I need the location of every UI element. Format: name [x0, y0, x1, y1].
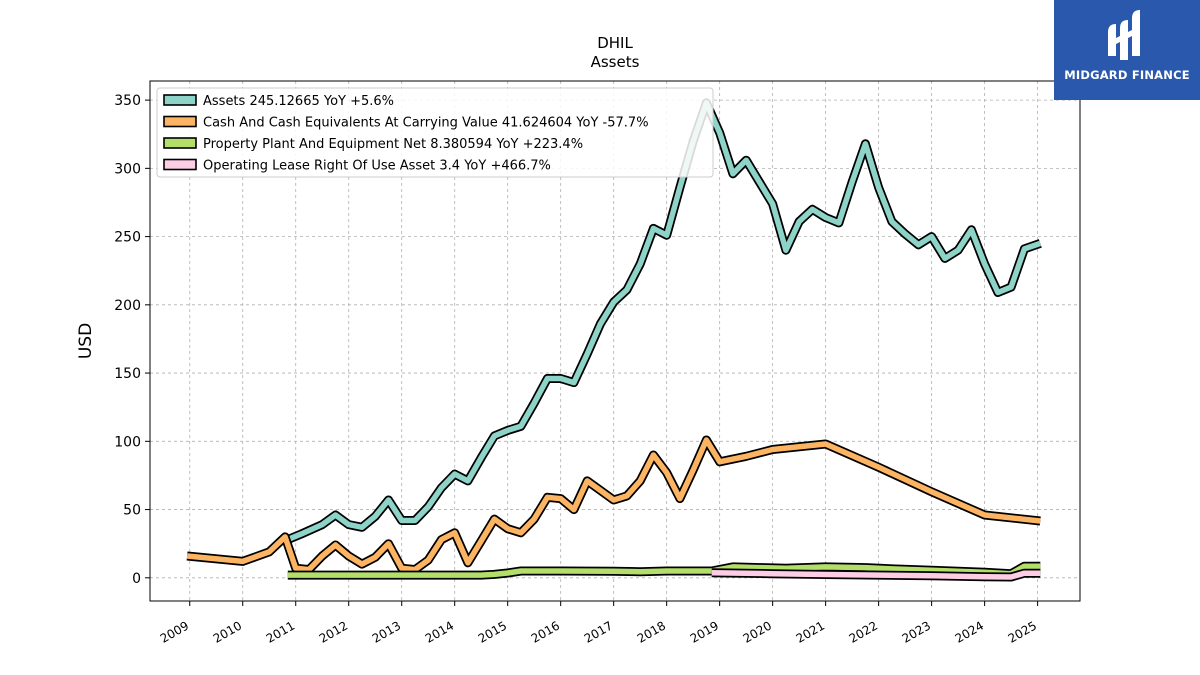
series-line [286, 100, 1042, 543]
brand-logo: MIDGARD FINANCE [1054, 0, 1200, 100]
series-2 [186, 435, 1041, 575]
series-line [287, 563, 1041, 578]
x-tick-label: 2023 [900, 618, 933, 645]
y-tick-label: 200 [114, 298, 141, 314]
y-tick-label: 300 [114, 161, 141, 177]
legend-swatch [163, 94, 197, 106]
legend: Assets 245.12665 YoY +5.6% Cash And Cash … [156, 87, 714, 178]
series-4 [711, 568, 1041, 582]
x-tick-label: 2010 [211, 618, 244, 645]
x-tick-label: 2014 [423, 618, 456, 645]
y-axis-label: USD [76, 323, 96, 359]
x-tick-label: 2024 [953, 618, 986, 645]
x-tick-label: 2019 [688, 618, 721, 645]
x-tick-label: 2015 [476, 618, 509, 645]
legend-entry-label: Operating Lease Right Of Use Asset 3.4 Y… [203, 159, 551, 174]
legend-swatch [163, 115, 197, 128]
series-3 [287, 561, 1041, 580]
y-tick-label: 50 [123, 503, 141, 519]
x-tick-label: 2012 [317, 618, 350, 645]
legend-swatch [163, 158, 197, 171]
x-tick-label: 2017 [582, 618, 615, 645]
legend-box [156, 87, 714, 178]
brand-logo-icon [1108, 10, 1140, 60]
legend-entry-label: Cash And Cash Equivalents At Carrying Va… [203, 116, 649, 131]
x-tick-label: 2011 [264, 618, 297, 645]
x-tick-label: 2016 [529, 618, 562, 645]
x-tick-label: 2025 [1006, 618, 1039, 645]
legend-entry-label: Property Plant And Equipment Net 8.38059… [203, 137, 583, 152]
series-layer [186, 98, 1042, 582]
y-tick-label: 250 [114, 230, 141, 246]
x-tick-label: 2013 [370, 618, 403, 645]
y-tick-label: 0 [132, 571, 141, 587]
plot-frame [149, 80, 1081, 602]
y-tick-label: 100 [114, 434, 141, 450]
legend-swatch [163, 137, 197, 149]
series-1 [286, 98, 1042, 544]
y-tick-label: 150 [114, 366, 141, 382]
y-tick-label: 350 [114, 93, 141, 109]
chart-title: DHIL [597, 34, 633, 52]
x-tick-label: 2022 [847, 618, 880, 645]
legend-entry-label: Assets 245.12665 YoY +5.6% [203, 94, 394, 109]
brand-name: MIDGARD FINANCE [1064, 68, 1190, 82]
x-tick-label: 2021 [794, 618, 827, 645]
x-tick-label: 2009 [158, 618, 191, 645]
series-line [186, 437, 1041, 573]
chart-subtitle: Assets [591, 53, 640, 71]
series-line [711, 569, 1041, 580]
x-tick-label: 2018 [635, 618, 668, 645]
x-tick-label: 2020 [741, 618, 774, 645]
